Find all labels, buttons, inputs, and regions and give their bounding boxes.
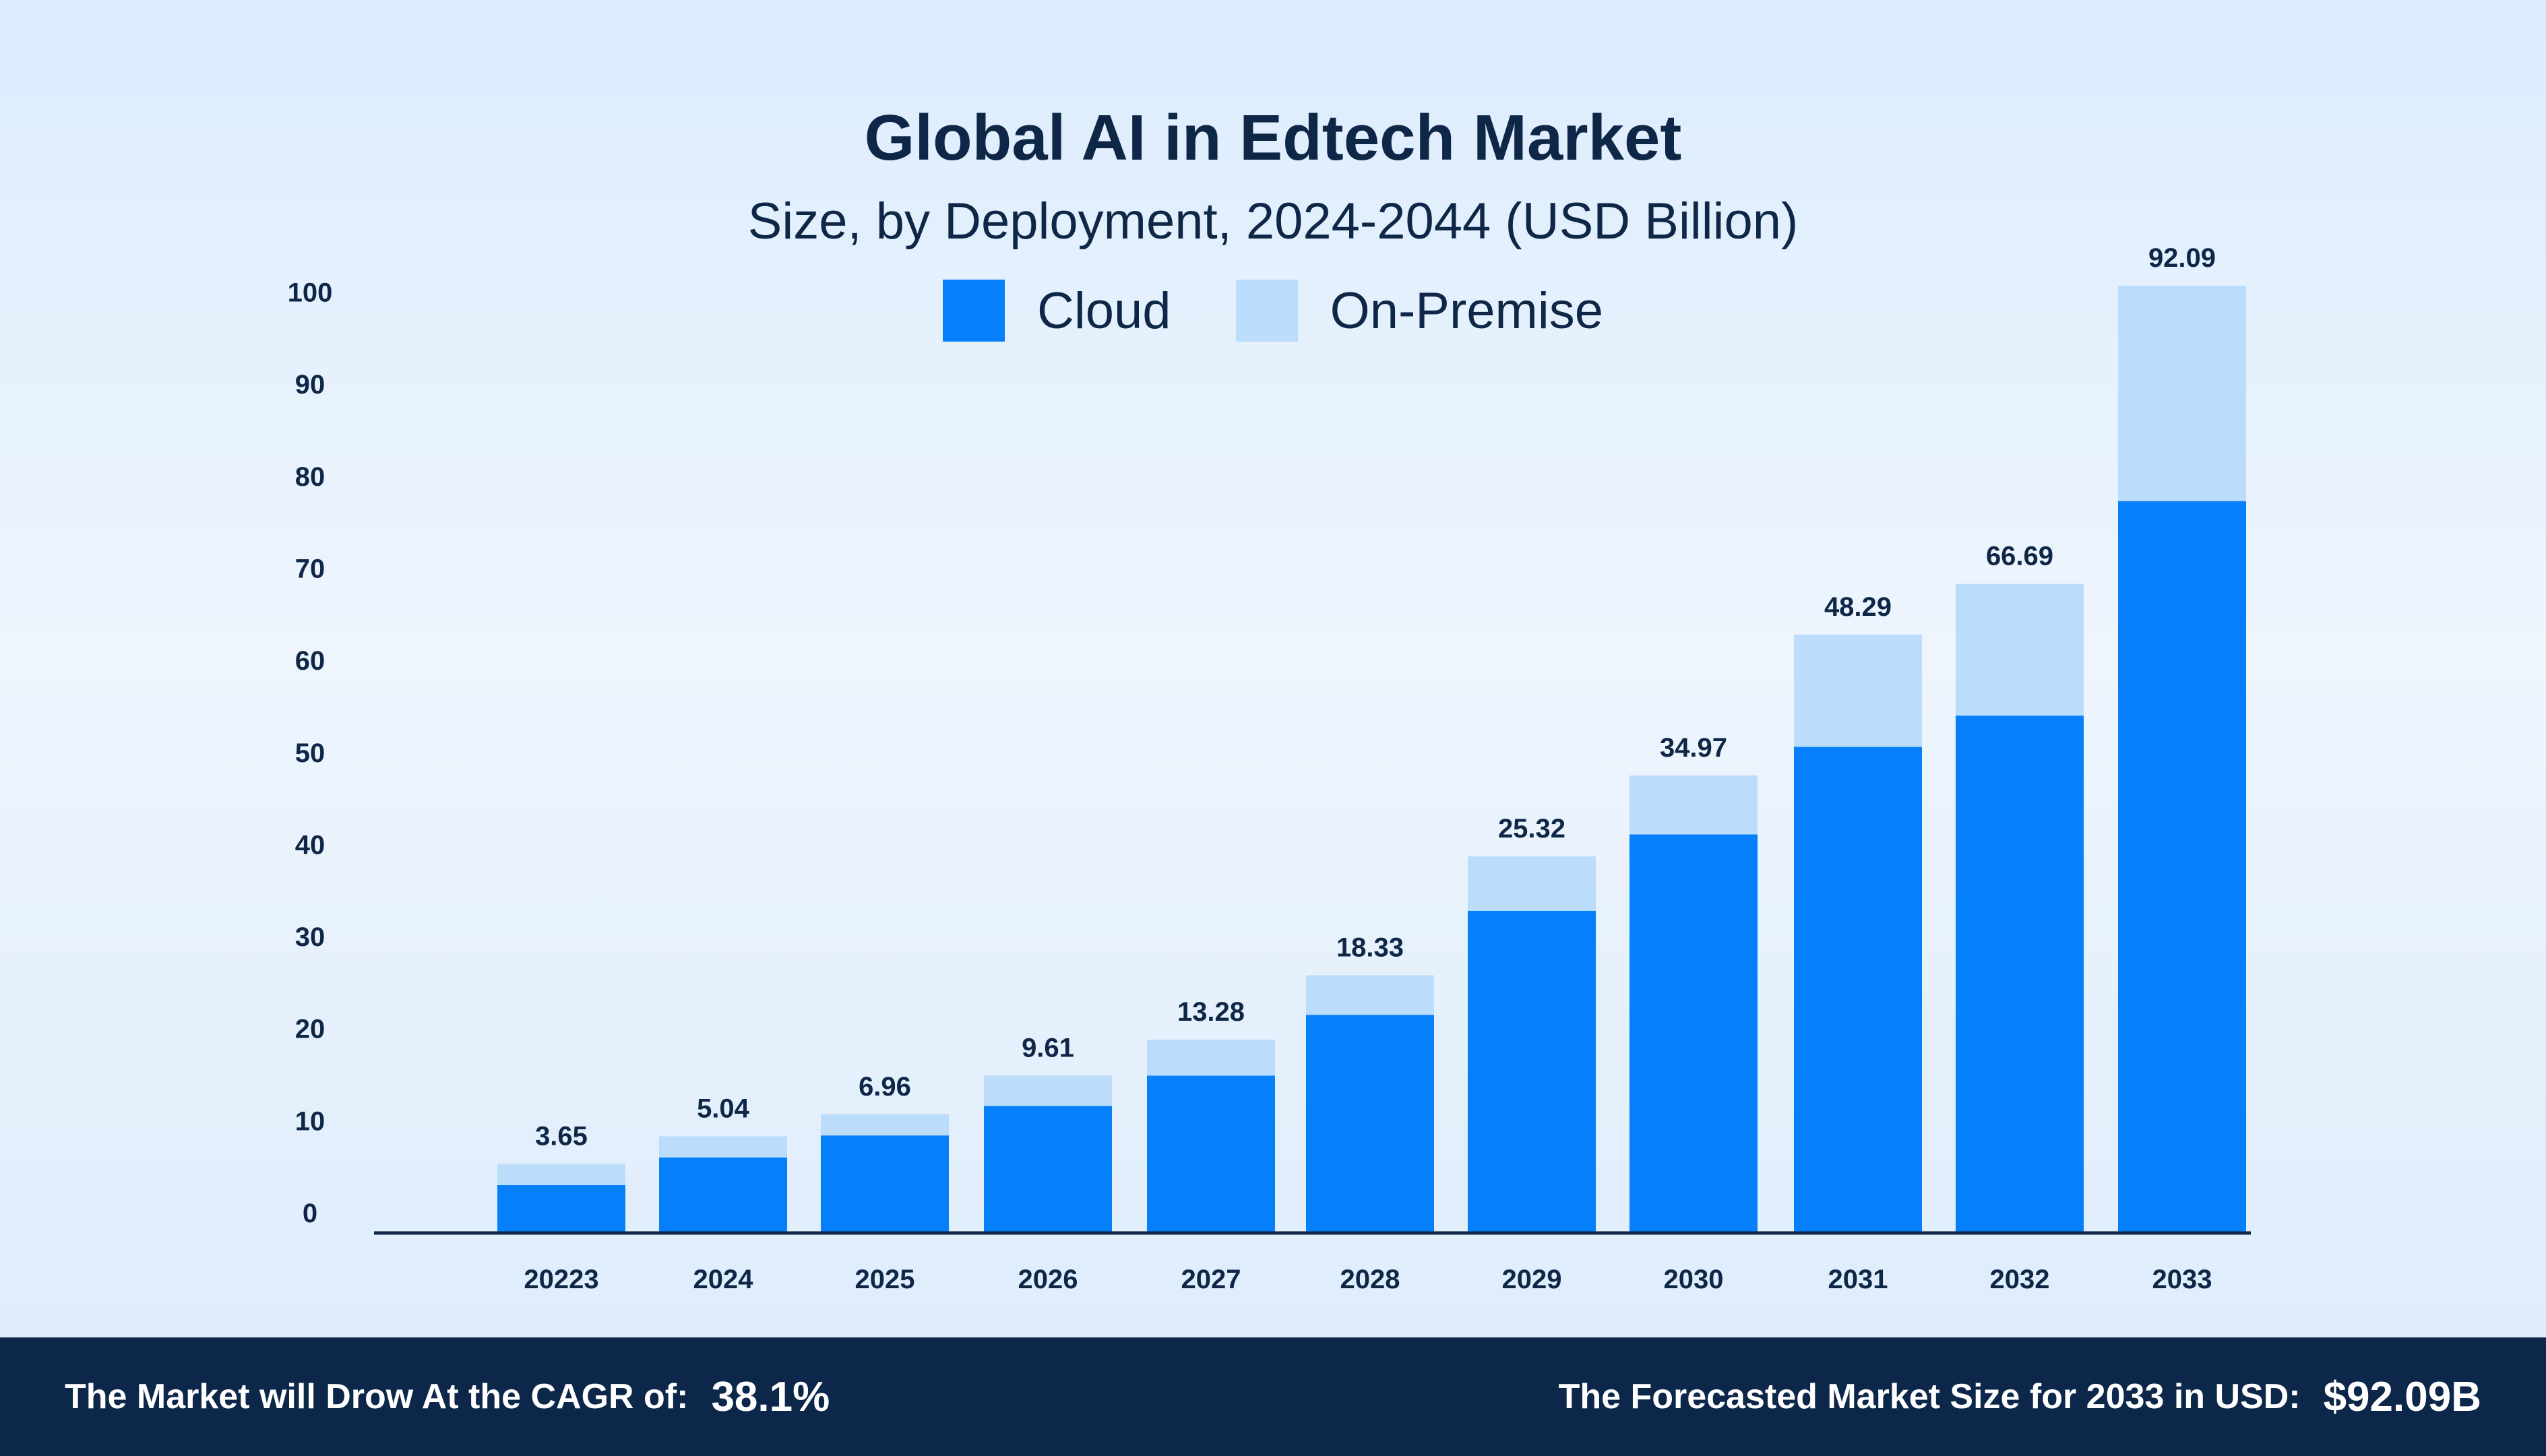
- y-tick-label: 50: [295, 738, 325, 768]
- legend-label-on-premise: On-Premise: [1330, 282, 1603, 340]
- legend: Cloud On-Premise: [0, 280, 2546, 342]
- x-tick-label: 2029: [1502, 1265, 1562, 1294]
- footer-bar: The Market will Drow At the CAGR of: 38.…: [0, 1337, 2546, 1456]
- bar-total-label: 6.96: [859, 1072, 911, 1102]
- y-tick-label: 90: [295, 370, 325, 400]
- bar-on-premise: [1794, 634, 1922, 747]
- bar-on-premise: [821, 1114, 949, 1136]
- bar-on-premise: [1147, 1040, 1275, 1076]
- bar-cloud: [1468, 910, 1596, 1233]
- bar-total-label: 66.69: [1986, 542, 2053, 571]
- bar-total-label: 9.61: [1022, 1033, 1074, 1063]
- bar-total-label: 25.32: [1498, 814, 1565, 844]
- x-tick-label: 2033: [2152, 1265, 2212, 1294]
- x-tick-label: 2028: [1340, 1265, 1400, 1294]
- x-tick-label: 2026: [1018, 1265, 1078, 1294]
- y-tick-label: 0: [303, 1199, 317, 1228]
- forecast-label: The Forecasted Market Size for 2033 in U…: [1558, 1377, 2301, 1416]
- bar-cloud: [497, 1185, 625, 1233]
- forecast-value: $92.09B: [2323, 1373, 2481, 1420]
- x-tick-label: 2030: [1664, 1265, 1724, 1294]
- bar-total-label: 5.04: [697, 1094, 750, 1124]
- legend-label-cloud: Cloud: [1037, 282, 1171, 340]
- bar-total-label: 34.97: [1660, 733, 1727, 763]
- bar-cloud: [821, 1135, 949, 1233]
- cagr-value: 38.1%: [711, 1373, 830, 1420]
- chart-title: Global AI in Edtech Market: [864, 102, 1682, 174]
- y-tick-label: 60: [295, 646, 325, 676]
- bar-on-premise: [2118, 285, 2246, 501]
- bar-on-premise: [1956, 583, 2084, 716]
- y-tick-label: 70: [295, 554, 325, 583]
- x-tick-label: 2024: [693, 1265, 754, 1294]
- bar-cloud: [2118, 501, 2246, 1233]
- bar-chart: 01020304050607080901003.65202235.0420246…: [288, 243, 2251, 1294]
- bar-cloud: [1306, 1015, 1434, 1233]
- y-tick-label: 20: [295, 1015, 325, 1044]
- bar-total-label: 92.09: [2148, 243, 2216, 273]
- bar-cloud: [659, 1158, 787, 1233]
- bar-total-label: 18.33: [1336, 932, 1404, 962]
- x-tick-label: 2031: [1828, 1265, 1888, 1294]
- bar-on-premise: [1306, 975, 1434, 1015]
- legend-swatch-on-premise: [1235, 280, 1298, 342]
- bar-total-label: 13.28: [1177, 997, 1245, 1027]
- bar-cloud: [984, 1106, 1112, 1233]
- bar-total-label: 3.65: [535, 1122, 588, 1151]
- bar-on-premise: [659, 1136, 787, 1158]
- bar-on-premise: [497, 1164, 625, 1186]
- x-tick-label: 20223: [524, 1265, 598, 1294]
- x-tick-label: 2032: [1990, 1265, 2050, 1294]
- bar-on-premise: [1468, 856, 1596, 911]
- bar-on-premise: [984, 1075, 1112, 1106]
- cagr-label: The Market will Drow At the CAGR of:: [65, 1377, 689, 1416]
- y-tick-label: 100: [288, 278, 333, 308]
- bar-cloud: [1147, 1075, 1275, 1233]
- x-tick-label: 2027: [1181, 1265, 1241, 1294]
- y-tick-label: 40: [295, 830, 325, 860]
- bar-cloud: [1956, 716, 2084, 1233]
- bar-on-premise: [1629, 775, 1758, 835]
- y-tick-label: 30: [295, 922, 325, 952]
- y-tick-label: 80: [295, 462, 325, 492]
- legend-swatch-cloud: [943, 280, 1005, 342]
- forecast-block: The Forecasted Market Size for 2033 in U…: [1559, 1337, 2481, 1456]
- bar-total-label: 48.29: [1824, 592, 1892, 622]
- y-tick-label: 10: [295, 1106, 325, 1136]
- legend-item-cloud: Cloud: [943, 280, 1171, 342]
- x-tick-label: 2025: [855, 1265, 915, 1294]
- cagr-block: The Market will Drow At the CAGR of: 38.…: [65, 1337, 830, 1456]
- bar-cloud: [1629, 834, 1758, 1233]
- chart-subtitle: Size, by Deployment, 2024-2044 (USD Bill…: [747, 193, 1799, 250]
- bar-cloud: [1794, 747, 1922, 1233]
- legend-item-on-premise: On-Premise: [1235, 280, 1603, 342]
